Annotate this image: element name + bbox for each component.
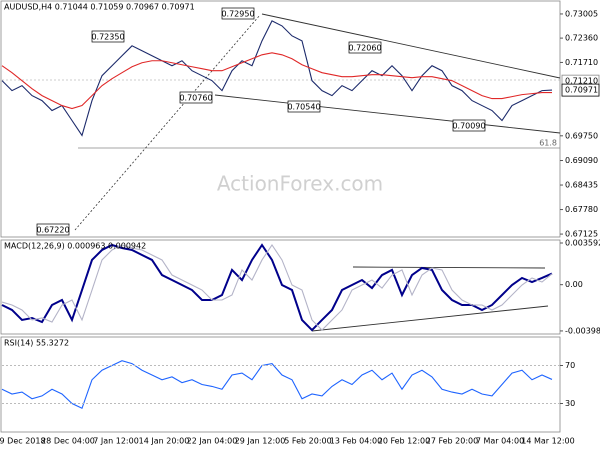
annotation-box (179, 91, 213, 104)
y-tick-label: 30 (565, 399, 575, 408)
annotation: 0.72950 (221, 10, 254, 19)
x-tick-label: 20 Feb 12:00 (378, 437, 430, 446)
x-tick-label: 22 Jan 04:00 (187, 437, 238, 446)
annotation: 0.70760 (179, 94, 212, 103)
y-tick-label: 0.67780 (565, 205, 598, 214)
y-tick-label: 70 (565, 361, 575, 370)
x-tick-label: 7 Mar 04:00 (476, 437, 524, 446)
annotation: 0.70090 (452, 122, 485, 131)
annotation-box (348, 41, 382, 54)
x-tick-label: 29 Jan 12:00 (235, 437, 286, 446)
annotation-box (36, 223, 70, 236)
y-tick-label: 0.68435 (565, 181, 598, 190)
y-tick-label: 0.73005 (565, 9, 598, 18)
annotation: 0.70540 (287, 103, 320, 112)
price-title: AUDUSD,H4 0.71044 0.71059 0.70967 0.7097… (4, 3, 195, 12)
annotation: 0.72060 (348, 44, 381, 53)
trend-line (261, 13, 561, 79)
x-tick-label: 27 Feb 20:00 (426, 437, 478, 446)
x-tick-label: 28 Dec 04:00 (41, 437, 95, 446)
x-tick-label: 14 Jan 20:00 (139, 437, 190, 446)
series-line (1, 243, 553, 331)
watermark: ActionForex.com (217, 172, 383, 196)
x-tick-label: 13 Feb 04:00 (330, 437, 382, 446)
annotation-box (91, 30, 125, 43)
annotation: 0.72350 (91, 33, 124, 42)
y-tick-label: 0.72360 (565, 34, 598, 43)
series-line (1, 360, 553, 410)
y-tick-label: 0.71710 (565, 58, 598, 67)
y-tick-label: 0.003592 (565, 238, 600, 247)
macd-title: MACD(12,26,9) 0.000963 0.000942 (4, 242, 146, 251)
price-marker-label: 0.71210 (565, 77, 598, 86)
x-tick-label: 5 Feb 20:00 (284, 437, 331, 446)
retrace-line (74, 14, 261, 231)
y-tick-label: 0.69750 (565, 131, 598, 140)
trend-line (214, 94, 561, 134)
series-line (1, 20, 553, 137)
price-marker-label: 0.70971 (565, 86, 598, 95)
y-tick-label: 0.69090 (565, 156, 598, 165)
plots (1, 20, 553, 410)
rsi-title: RSI(14) 55.3272 (4, 339, 69, 348)
x-tick-label: 14 Mar 12:00 (521, 437, 574, 446)
y-tick-label: -0.003986 (565, 326, 600, 335)
annotation-box (221, 7, 255, 20)
annotation-box (452, 119, 486, 132)
series-line (1, 243, 553, 332)
trend-line (352, 266, 546, 269)
price-panel (0, 0, 561, 238)
x-tick-label: 7 Jan 12:00 (93, 437, 139, 446)
annotation: 0.67220 (36, 226, 69, 235)
x-tick-label: 19 Dec 2018 (0, 437, 46, 446)
price-marker-box (561, 83, 600, 97)
series-line (1, 52, 552, 110)
rsi-panel (0, 336, 561, 433)
trend-line (311, 305, 549, 332)
annotation-box (287, 100, 321, 113)
y-tick-label: 0.67125 (565, 230, 598, 239)
y-tick-label: 0.00 (565, 280, 583, 289)
macd-panel (0, 239, 561, 335)
fib-label: 61.8 (539, 139, 557, 148)
